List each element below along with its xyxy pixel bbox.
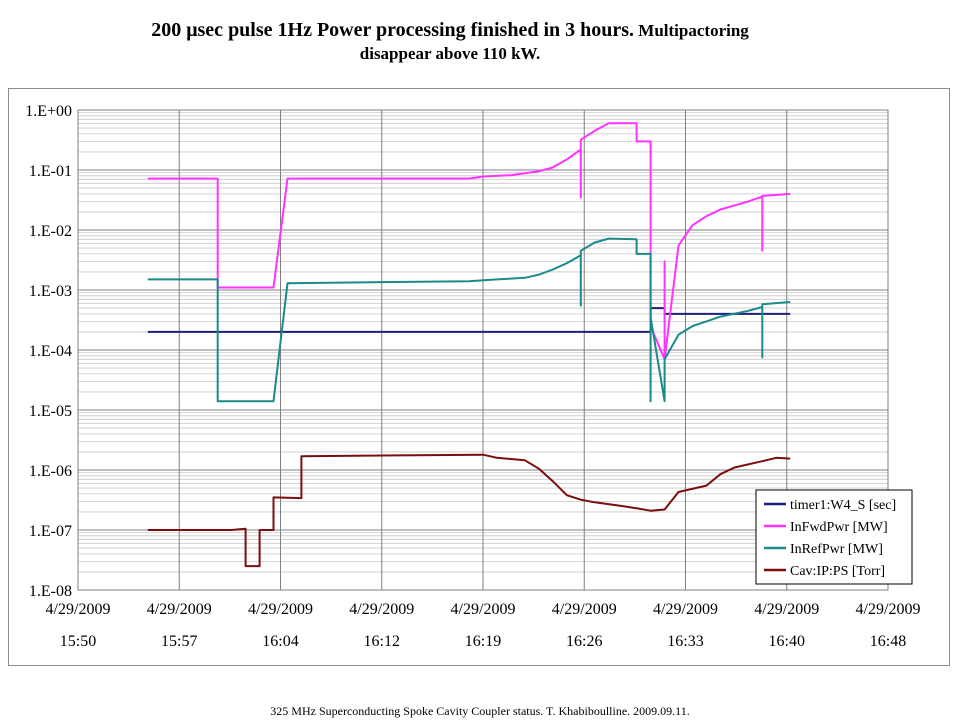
x-tick-time: 16:26 — [566, 633, 602, 650]
x-tick-date: 4/29/2009 — [856, 601, 921, 618]
y-tick-label: 1.E+00 — [25, 103, 72, 120]
x-tick-date: 4/29/2009 — [349, 601, 414, 618]
x-tick-time: 16:19 — [465, 633, 501, 650]
series-line-0 — [147, 307, 791, 333]
x-tick-time: 16:04 — [262, 633, 298, 650]
series-line-2 — [147, 237, 791, 403]
x-tick-date: 4/29/2009 — [653, 601, 718, 618]
x-tick-date: 4/29/2009 — [248, 601, 313, 618]
x-tick-date: 4/29/2009 — [46, 601, 111, 618]
x-tick-time: 15:57 — [161, 633, 197, 650]
title-main: 200 μsec pulse 1Hz Power processing fini… — [151, 19, 635, 41]
series-line-1 — [147, 122, 791, 361]
x-tick-time: 15:50 — [60, 633, 96, 650]
plot-border — [77, 109, 889, 591]
chart-title: 200 μsec pulse 1Hz Power processing fini… — [0, 18, 900, 64]
x-tick-date: 4/29/2009 — [754, 601, 819, 618]
x-tick-date: 4/29/2009 — [552, 601, 617, 618]
x-tick-time: 16:48 — [870, 633, 906, 650]
y-tick-label: 1.E-06 — [29, 463, 72, 480]
legend-label-1: InFwdPwr [MW] — [790, 520, 888, 535]
y-tick-label: 1.E-08 — [29, 583, 72, 600]
x-tick-time: 16:40 — [769, 633, 805, 650]
footer-caption: 325 MHz Superconducting Spoke Cavity Cou… — [270, 704, 690, 718]
y-tick-label: 1.E-05 — [29, 403, 72, 420]
legend-label-0: timer1:W4_S [sec] — [790, 498, 896, 513]
x-tick-time: 16:12 — [364, 633, 400, 650]
y-tick-label: 1.E-04 — [29, 343, 72, 360]
series-line-3 — [147, 453, 791, 568]
legend-label-3: Cav:IP:PS [Torr] — [790, 564, 885, 579]
y-tick-label: 1.E-01 — [29, 163, 72, 180]
y-tick-label: 1.E-02 — [29, 223, 72, 240]
legend-box — [755, 489, 913, 585]
x-tick-date: 4/29/2009 — [451, 601, 516, 618]
x-tick-date: 4/29/2009 — [147, 601, 212, 618]
title-line2: disappear above 110 kW. — [359, 44, 541, 63]
y-tick-label: 1.E-03 — [29, 283, 72, 300]
x-tick-time: 16:33 — [667, 633, 703, 650]
title-tail: Multipactoring — [634, 21, 749, 40]
legend-label-2: InRefPwr [MW] — [790, 542, 883, 557]
y-tick-label: 1.E-07 — [29, 523, 72, 540]
